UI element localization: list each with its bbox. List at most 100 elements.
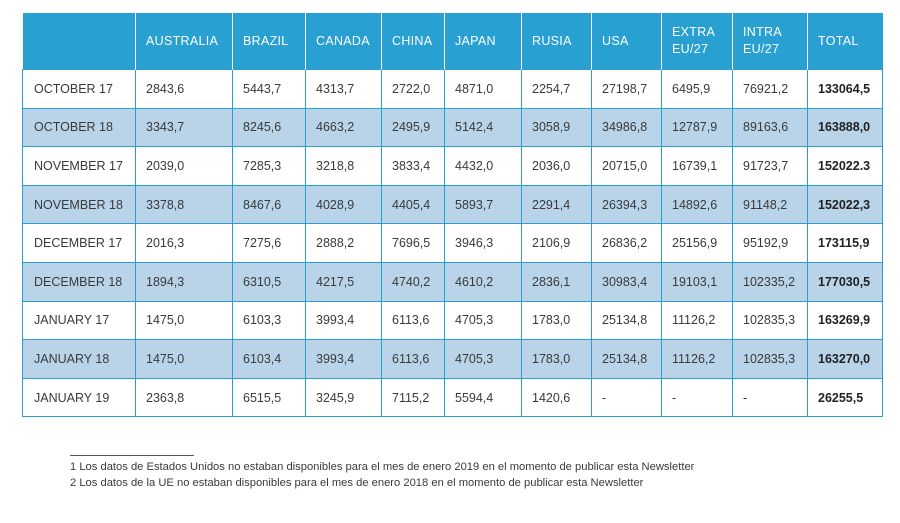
header-cell: BRAZIL <box>232 13 306 70</box>
table-row: OCTOBER 18 3343,7 8245,6 4663,2 2495,9 5142,4… <box>22 107 883 148</box>
value-cell: 95192,9 <box>732 223 808 263</box>
footnote-1: 1 Los datos de Estados Unidos no estaban… <box>70 461 695 473</box>
value-cell: 4740,2 <box>381 261 445 302</box>
table-row: JANUARY 18 1475,0 6103,4 3993,4 6113,6 4705,3… <box>22 339 883 379</box>
value-cell: 2016,3 <box>135 223 233 263</box>
value-cell: 26394,3 <box>591 184 662 225</box>
header-cell: TOTAL <box>807 13 883 70</box>
value-cell: 1894,3 <box>135 261 233 302</box>
value-cell: - <box>661 377 733 418</box>
value-cell: 27198,7 <box>591 69 662 109</box>
table-row: OCTOBER 17 2843,6 5443,7 4313,7 2722,0 4871,0… <box>22 69 883 109</box>
header-cell-empty <box>22 13 136 70</box>
value-cell: 5443,7 <box>232 69 306 109</box>
value-cell: 102835,3 <box>732 339 808 379</box>
header-label-line1: EXTRA <box>672 25 716 39</box>
value-cell: 7696,5 <box>381 223 445 263</box>
value-cell: 16739,1 <box>661 146 733 186</box>
value-cell: 12787,9 <box>661 107 733 148</box>
value-cell: 4705,3 <box>444 300 522 341</box>
value-cell: 6495,9 <box>661 69 733 109</box>
value-cell: 2836,1 <box>521 261 592 302</box>
value-cell: 25134,8 <box>591 300 662 341</box>
header-label-line1: CHINA <box>392 33 433 48</box>
value-cell: 11126,2 <box>661 339 733 379</box>
table-body: OCTOBER 17 2843,6 5443,7 4313,7 2722,0 4871,0… <box>22 69 883 418</box>
total-cell: 133064,5 <box>807 69 883 109</box>
value-cell: 2036,0 <box>521 146 592 186</box>
value-cell: 6103,3 <box>232 300 306 341</box>
value-cell: 3833,4 <box>381 146 445 186</box>
value-cell: 2106,9 <box>521 223 592 263</box>
total-cell: 163888,0 <box>807 107 883 148</box>
value-cell: 6113,6 <box>381 339 445 379</box>
value-cell: 7275,6 <box>232 223 306 263</box>
table-header-row: AUSTRALIA BRAZIL CANADA CHINA JAPAN RUSIA USA E… <box>22 13 883 70</box>
row-label-cell: DECEMBER 18 <box>22 261 136 302</box>
header-label-line1: TOTAL <box>818 33 859 48</box>
table-row: JANUARY 19 2363,8 6515,5 3245,9 7115,2 5594,4… <box>22 377 883 418</box>
header-label-line1: INTRA <box>743 25 782 39</box>
table-row: DECEMBER 17 2016,3 7275,6 2888,2 7696,5 3946,… <box>22 223 883 263</box>
row-label-cell: JANUARY 18 <box>22 339 136 379</box>
table-row: DECEMBER 18 1894,3 6310,5 4217,5 4740,2 4610,… <box>22 261 883 302</box>
total-cell: 152022.3 <box>807 146 883 186</box>
value-cell: 25156,9 <box>661 223 733 263</box>
value-cell: 8245,6 <box>232 107 306 148</box>
header-label-line1: USA <box>602 33 629 48</box>
table-row: NOVEMBER 18 3378,8 8467,6 4028,9 4405,4 5893,… <box>22 184 883 225</box>
row-label-cell: JANUARY 19 <box>22 377 136 418</box>
header-cell: AUSTRALIA <box>135 13 233 70</box>
value-cell: 1783,0 <box>521 339 592 379</box>
data-table: AUSTRALIA BRAZIL CANADA CHINA JAPAN RUSIA USA E… <box>22 13 883 418</box>
value-cell: 1475,0 <box>135 300 233 341</box>
value-cell: 5594,4 <box>444 377 522 418</box>
value-cell: 4313,7 <box>305 69 382 109</box>
header-label-line2: EU/27 <box>743 42 780 56</box>
value-cell: 2254,7 <box>521 69 592 109</box>
table-row: NOVEMBER 17 2039,0 7285,3 3218,8 3833,4 4432,… <box>22 146 883 186</box>
value-cell: 30983,4 <box>591 261 662 302</box>
value-cell: 3343,7 <box>135 107 233 148</box>
value-cell: 14892,6 <box>661 184 733 225</box>
table-row: JANUARY 17 1475,0 6103,3 3993,4 6113,6 4705,3… <box>22 300 883 341</box>
value-cell: - <box>591 377 662 418</box>
value-cell: 4871,0 <box>444 69 522 109</box>
value-cell: 1783,0 <box>521 300 592 341</box>
header-label-line1: RUSIA <box>532 33 572 48</box>
header-cell: RUSIA <box>521 13 592 70</box>
value-cell: 6113,6 <box>381 300 445 341</box>
value-cell: 7285,3 <box>232 146 306 186</box>
total-cell: 163270,0 <box>807 339 883 379</box>
value-cell: 3245,9 <box>305 377 382 418</box>
value-cell: 4610,2 <box>444 261 522 302</box>
value-cell: 1475,0 <box>135 339 233 379</box>
data-table-container: AUSTRALIA BRAZIL CANADA CHINA JAPAN RUSIA USA E… <box>22 13 883 418</box>
value-cell: 102835,3 <box>732 300 808 341</box>
header-label-line1: AUSTRALIA <box>146 33 219 48</box>
value-cell: 1420,6 <box>521 377 592 418</box>
value-cell: 2291,4 <box>521 184 592 225</box>
value-cell: 8467,6 <box>232 184 306 225</box>
value-cell: 3378,8 <box>135 184 233 225</box>
value-cell: 91723,7 <box>732 146 808 186</box>
value-cell: 6515,5 <box>232 377 306 418</box>
footnotes: 1 Los datos de Estados Unidos no estaban… <box>70 454 830 491</box>
value-cell: 34986,8 <box>591 107 662 148</box>
value-cell: 91148,2 <box>732 184 808 225</box>
value-cell: - <box>732 377 808 418</box>
header-cell: INTRA EU/27 <box>732 13 808 70</box>
header-cell: USA <box>591 13 662 70</box>
value-cell: 26836,2 <box>591 223 662 263</box>
value-cell: 3218,8 <box>305 146 382 186</box>
header-label-line2: EU/27 <box>672 42 709 56</box>
value-cell: 4663,2 <box>305 107 382 148</box>
value-cell: 4217,5 <box>305 261 382 302</box>
value-cell: 5893,7 <box>444 184 522 225</box>
value-cell: 4432,0 <box>444 146 522 186</box>
value-cell: 3993,4 <box>305 300 382 341</box>
value-cell: 89163,6 <box>732 107 808 148</box>
value-cell: 102335,2 <box>732 261 808 302</box>
total-cell: 163269,9 <box>807 300 883 341</box>
row-label-cell: JANUARY 17 <box>22 300 136 341</box>
